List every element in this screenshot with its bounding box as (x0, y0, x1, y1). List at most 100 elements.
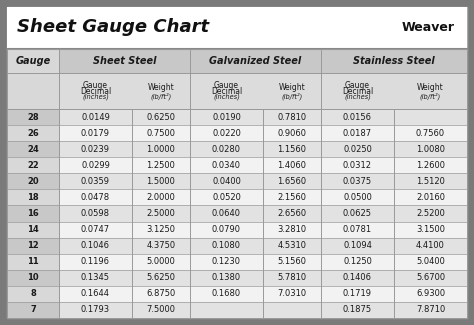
Text: 0.9060: 0.9060 (277, 129, 307, 137)
Text: 10: 10 (27, 273, 39, 282)
Text: 5.0000: 5.0000 (146, 257, 175, 266)
Text: 5.7810: 5.7810 (277, 273, 307, 282)
Text: Decimal: Decimal (211, 86, 242, 96)
Text: 0.0220: 0.0220 (212, 129, 241, 137)
Text: 1.4060: 1.4060 (277, 161, 307, 170)
Bar (7, 157, 59, 173)
Text: 0.1380: 0.1380 (212, 273, 241, 282)
Text: 4.4100: 4.4100 (416, 241, 445, 250)
Text: 4.5310: 4.5310 (277, 241, 307, 250)
Bar (59, 141, 467, 157)
Text: Sheet Steel: Sheet Steel (93, 56, 156, 66)
Text: 0.0149: 0.0149 (81, 112, 110, 122)
Text: (inches): (inches) (213, 94, 240, 100)
Bar (7, 189, 59, 205)
Text: 6.9300: 6.9300 (416, 289, 445, 298)
Text: 5.6700: 5.6700 (416, 273, 445, 282)
Text: Decimal: Decimal (342, 86, 373, 96)
Text: 0.7500: 0.7500 (146, 129, 175, 137)
Text: 0.0790: 0.0790 (212, 225, 241, 234)
Bar (59, 109, 467, 125)
Text: 8: 8 (30, 289, 36, 298)
Text: 0.7810: 0.7810 (277, 112, 307, 122)
Bar (59, 238, 467, 254)
Text: 1.0000: 1.0000 (146, 145, 175, 154)
Text: 0.1080: 0.1080 (212, 241, 241, 250)
Text: 0.1046: 0.1046 (81, 241, 110, 250)
Text: 0.0156: 0.0156 (343, 112, 372, 122)
Bar (7, 49, 59, 318)
Bar (7, 109, 59, 125)
Text: 7.8710: 7.8710 (416, 306, 445, 315)
Text: 0.0375: 0.0375 (343, 177, 372, 186)
Bar (7, 286, 59, 302)
Text: 1.2600: 1.2600 (416, 161, 445, 170)
Text: 16: 16 (27, 209, 39, 218)
Text: Stainless Steel: Stainless Steel (353, 56, 435, 66)
Text: Weight: Weight (147, 84, 174, 93)
Text: 0.1680: 0.1680 (212, 289, 241, 298)
Text: Weaver: Weaver (402, 21, 455, 34)
Text: 5.1560: 5.1560 (277, 257, 307, 266)
Text: 5.6250: 5.6250 (146, 273, 175, 282)
Text: 1.5000: 1.5000 (146, 177, 175, 186)
Text: (lb/ft²): (lb/ft²) (420, 92, 441, 100)
Text: 0.0312: 0.0312 (343, 161, 372, 170)
Text: 0.1793: 0.1793 (81, 306, 110, 315)
Text: Weight: Weight (279, 84, 305, 93)
Bar (59, 286, 467, 302)
Bar (59, 254, 467, 270)
Text: 0.0280: 0.0280 (212, 145, 241, 154)
Text: 5.0400: 5.0400 (416, 257, 445, 266)
Bar (7, 222, 59, 238)
Bar (59, 125, 467, 141)
Text: 0.0640: 0.0640 (212, 209, 241, 218)
Text: 0.1250: 0.1250 (343, 257, 372, 266)
Bar (59, 270, 467, 286)
Bar (7, 238, 59, 254)
Bar (190, 49, 321, 73)
Text: Gauge: Gauge (345, 82, 370, 90)
Bar (7, 205, 59, 222)
Text: 0.0781: 0.0781 (343, 225, 372, 234)
Text: 0.0187: 0.0187 (343, 129, 372, 137)
Text: 28: 28 (27, 112, 39, 122)
Text: 7.0310: 7.0310 (277, 289, 307, 298)
Text: 6.8750: 6.8750 (146, 289, 176, 298)
Bar (7, 141, 59, 157)
Bar (7, 173, 59, 189)
Text: 0.1230: 0.1230 (212, 257, 241, 266)
Text: 0.0340: 0.0340 (212, 161, 241, 170)
Bar (59, 73, 190, 109)
Text: 0.1644: 0.1644 (81, 289, 110, 298)
Text: Sheet Gauge Chart: Sheet Gauge Chart (17, 18, 209, 36)
Bar (59, 49, 190, 73)
Text: 20: 20 (27, 177, 39, 186)
Text: 0.0190: 0.0190 (212, 112, 241, 122)
Text: Gauge: Gauge (15, 56, 51, 66)
Text: 12: 12 (27, 241, 39, 250)
Text: 14: 14 (27, 225, 39, 234)
Text: 3.2810: 3.2810 (277, 225, 307, 234)
Text: 2.6560: 2.6560 (277, 209, 307, 218)
Text: 0.1094: 0.1094 (343, 241, 372, 250)
Bar (59, 205, 467, 222)
Text: Gauge: Gauge (214, 82, 239, 90)
Text: 26: 26 (27, 129, 39, 137)
Text: 0.0179: 0.0179 (81, 129, 110, 137)
Text: 1.2500: 1.2500 (146, 161, 175, 170)
Text: (lb/ft²): (lb/ft²) (150, 92, 172, 100)
Text: Gauge: Gauge (83, 82, 108, 90)
Text: 0.0400: 0.0400 (212, 177, 241, 186)
Text: 2.0000: 2.0000 (146, 193, 175, 202)
Text: (inches): (inches) (82, 94, 109, 100)
Bar (7, 7, 467, 49)
Text: 0.0250: 0.0250 (343, 145, 372, 154)
Text: 3.1500: 3.1500 (416, 225, 445, 234)
Text: 0.7560: 0.7560 (416, 129, 445, 137)
Text: 0.0747: 0.0747 (81, 225, 110, 234)
Text: 0.0625: 0.0625 (343, 209, 372, 218)
Text: 7: 7 (30, 306, 36, 315)
Text: 24: 24 (27, 145, 39, 154)
Text: 2.5000: 2.5000 (146, 209, 175, 218)
